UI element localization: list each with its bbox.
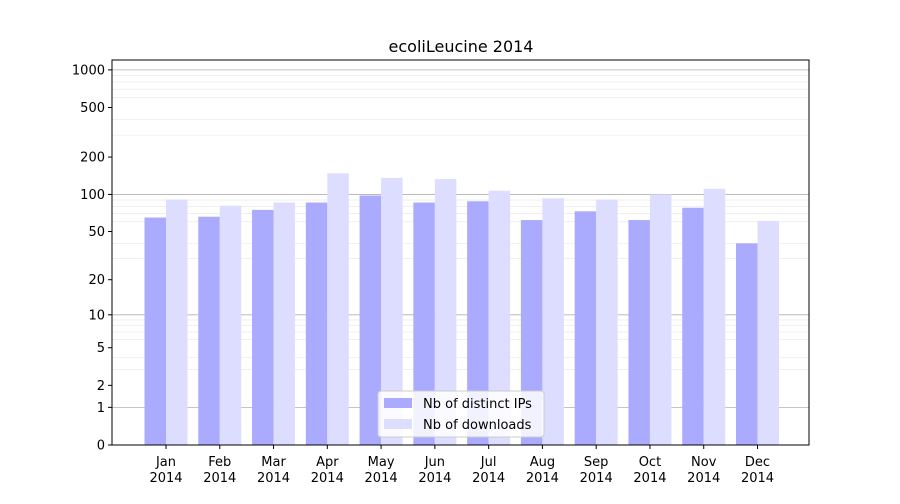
bar-downloads <box>166 199 188 445</box>
y-tick-label: 50 <box>88 225 105 240</box>
y-tick-label: 2 <box>97 379 105 394</box>
x-tick-label-month: Apr <box>316 455 339 470</box>
y-tick-label: 1 <box>97 401 105 416</box>
bar-distinct-ips <box>252 209 274 445</box>
bar-downloads <box>596 199 618 445</box>
y-tick-label: 20 <box>88 273 105 288</box>
plot-frame <box>111 59 810 446</box>
bar-downloads <box>703 188 726 445</box>
x-tick-label-year: 2014 <box>257 471 290 486</box>
legend-swatch <box>384 419 412 429</box>
y-tick-label: 200 <box>80 151 105 166</box>
x-tick-label-month: Nov <box>691 455 717 470</box>
y-tick-label: 10 <box>88 308 105 323</box>
x-tick-label-year: 2014 <box>365 471 398 486</box>
bar-distinct-ips <box>574 211 597 445</box>
x-tick-label-year: 2014 <box>472 471 505 486</box>
legend: Nb of distinct IPs Nb of downloads <box>377 390 545 438</box>
y-tick-label: 500 <box>80 101 105 116</box>
x-tick-label-month: Aug <box>530 455 555 470</box>
bar-distinct-ips <box>305 202 328 445</box>
x-tick-label-month: May <box>368 455 395 470</box>
x-tick-label-year: 2014 <box>203 471 236 486</box>
chart-title: ecoliLeucine 2014 <box>389 37 534 56</box>
bar-distinct-ips <box>682 207 704 445</box>
bar-downloads <box>273 202 296 445</box>
legend-swatch <box>384 398 412 408</box>
bar-distinct-ips <box>198 216 220 445</box>
bar-distinct-ips <box>520 220 543 445</box>
y-tick-label: 0 <box>97 439 105 454</box>
x-tick-label-year: 2014 <box>526 471 559 486</box>
legend-box <box>377 390 545 438</box>
bar-downloads <box>542 198 564 445</box>
bar-distinct-ips <box>628 220 650 445</box>
x-tick-label-year: 2014 <box>149 471 182 486</box>
bar-downloads <box>757 220 779 445</box>
x-tick-label-year: 2014 <box>418 471 451 486</box>
x-tick-label-month: Mar <box>261 455 286 470</box>
x-tick-label-year: 2014 <box>311 471 344 486</box>
x-tick-label-year: 2014 <box>741 471 774 486</box>
bar-downloads <box>327 173 349 445</box>
x-tick-label-year: 2014 <box>633 471 666 486</box>
bar-downloads <box>434 179 457 445</box>
bar-downloads <box>649 194 672 445</box>
bar-downloads <box>381 177 403 445</box>
x-tick-label-year: 2014 <box>687 471 720 486</box>
x-tick-label-month: Feb <box>208 455 231 470</box>
y-tick-label: 1000 <box>72 63 105 78</box>
bar-downloads <box>488 190 511 445</box>
x-tick-label-month: Oct <box>639 455 661 470</box>
x-tick-label-year: 2014 <box>580 471 613 486</box>
bar-distinct-ips <box>359 195 382 445</box>
legend-label: Nb of downloads <box>423 418 532 433</box>
y-tick-label: 5 <box>97 341 105 356</box>
x-tick-label-month: Sep <box>584 455 609 470</box>
y-tick-label: 100 <box>80 188 105 203</box>
bars <box>144 173 779 445</box>
x-tick-label-month: Jan <box>155 455 176 470</box>
bar-distinct-ips <box>736 243 758 445</box>
bar-distinct-ips <box>144 217 166 445</box>
y-axis: 0 1 2 5 10 20 50 100 200 500 1000 <box>72 63 112 454</box>
bar-distinct-ips <box>467 201 489 445</box>
x-tick-label-month: Dec <box>745 455 770 470</box>
bar-distinct-ips <box>413 202 435 445</box>
x-tick-label-month: Jun <box>424 455 445 470</box>
x-axis: Jan2014Feb2014Mar2014Apr2014May2014Jun20… <box>149 445 774 486</box>
x-tick-label-month: Jul <box>480 455 497 470</box>
bar-downloads <box>219 205 242 445</box>
legend-label: Nb of distinct IPs <box>423 397 532 412</box>
